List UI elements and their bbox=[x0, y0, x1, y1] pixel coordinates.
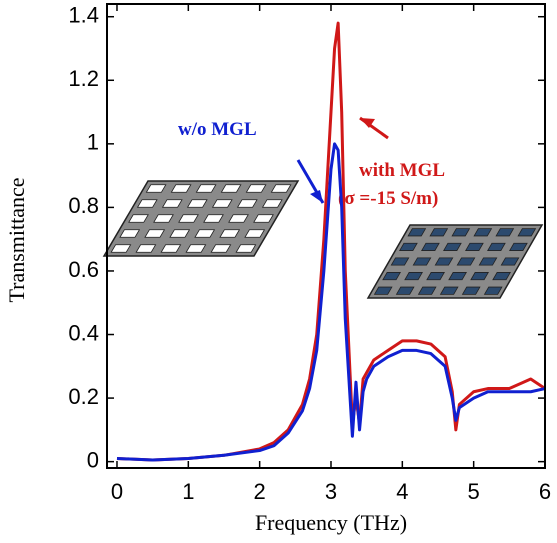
y-tick-label: 0.8 bbox=[68, 193, 99, 218]
metasurface-cell bbox=[390, 257, 410, 266]
metasurface-cell bbox=[210, 244, 232, 253]
metasurface-cell bbox=[404, 272, 423, 281]
y-axis-label: Transmittance bbox=[4, 177, 29, 302]
metasurface-cell bbox=[407, 228, 427, 237]
metasurface-cell bbox=[119, 229, 141, 238]
metasurface-cell bbox=[417, 286, 437, 295]
metasurface-cell bbox=[220, 184, 242, 193]
metasurface-cell bbox=[439, 286, 459, 295]
x-tick-label: 0 bbox=[111, 479, 123, 504]
metasurface-cell bbox=[478, 257, 498, 266]
arrow-head bbox=[310, 190, 323, 203]
data-line bbox=[116, 142, 546, 462]
metasurface-cell bbox=[456, 257, 476, 266]
y-tick-label: 0.6 bbox=[68, 257, 99, 282]
y-tick-label: 0 bbox=[87, 447, 99, 472]
metasurface-cell bbox=[128, 214, 149, 223]
metasurface-cell bbox=[161, 199, 183, 208]
y-tick-label: 1.4 bbox=[68, 3, 99, 28]
metasurface-cell bbox=[236, 199, 258, 208]
series-label: w/o MGL bbox=[178, 119, 257, 140]
metasurface-cell bbox=[219, 229, 241, 238]
metasurface-cell bbox=[517, 228, 537, 237]
metasurface-cell bbox=[203, 214, 224, 223]
y-tick-label: 1 bbox=[87, 130, 99, 155]
metasurface-cell bbox=[470, 272, 489, 281]
metasurface-cell bbox=[244, 229, 266, 238]
metasurface-cell bbox=[448, 272, 467, 281]
metasurface-cell bbox=[461, 286, 481, 295]
metasurface-cell bbox=[186, 199, 208, 208]
metasurface-cell bbox=[185, 244, 207, 253]
metasurface-cell bbox=[451, 228, 471, 237]
metasurface-cell bbox=[495, 228, 515, 237]
metasurface-cell bbox=[169, 229, 191, 238]
metasurface-cell bbox=[492, 272, 511, 281]
metasurface-cell bbox=[487, 242, 506, 251]
plot-frame bbox=[106, 3, 546, 469]
metasurface-cell bbox=[235, 244, 257, 253]
metasurface-cell bbox=[211, 199, 233, 208]
x-tick-label: 5 bbox=[468, 479, 480, 504]
x-axis-label: Frequency (THz) bbox=[255, 510, 407, 535]
y-tick-label: 0.2 bbox=[68, 384, 99, 409]
metasurface-cell bbox=[434, 257, 454, 266]
metasurface-cell bbox=[136, 199, 158, 208]
metasurface-cell bbox=[509, 242, 528, 251]
metasurface-cell bbox=[261, 199, 283, 208]
annotation: (σ =-15 S/m) bbox=[338, 188, 438, 209]
y-tick-label: 1.2 bbox=[68, 66, 99, 91]
metasurface-cell bbox=[253, 214, 274, 223]
x-tick-label: 4 bbox=[396, 479, 408, 504]
decorations bbox=[102, 116, 544, 299]
metasurface-cell bbox=[483, 286, 503, 295]
metasurface-cell bbox=[270, 184, 292, 193]
metasurface-cell bbox=[399, 242, 418, 251]
metasurface-cell bbox=[373, 286, 393, 295]
x-tick-label: 6 bbox=[539, 479, 551, 504]
series-label: with MGL bbox=[359, 160, 445, 181]
metasurface-cell bbox=[429, 228, 449, 237]
metasurface-cell bbox=[195, 184, 217, 193]
metasurface-cell bbox=[473, 228, 493, 237]
metasurface-cell bbox=[153, 214, 174, 223]
metasurface-cell bbox=[110, 244, 132, 253]
metasurface-cell bbox=[144, 229, 166, 238]
metasurface-cell bbox=[160, 244, 182, 253]
metasurface-cell bbox=[500, 257, 520, 266]
metasurface-cell bbox=[426, 272, 445, 281]
metasurface-cell bbox=[421, 242, 440, 251]
x-tick-label: 2 bbox=[254, 479, 266, 504]
arrow-head bbox=[360, 118, 375, 128]
metasurface-cell bbox=[228, 214, 249, 223]
x-tick-label: 3 bbox=[325, 479, 337, 504]
metasurface-cell bbox=[194, 229, 216, 238]
y-tick-label: 0.4 bbox=[68, 320, 99, 345]
metasurface-cell bbox=[178, 214, 199, 223]
x-tick-label: 1 bbox=[182, 479, 194, 504]
metasurface-cell bbox=[382, 272, 401, 281]
metasurface-cell bbox=[245, 184, 267, 193]
metasurface-cell bbox=[170, 184, 192, 193]
metasurface-cell bbox=[443, 242, 462, 251]
metasurface-cell bbox=[412, 257, 432, 266]
metasurface-cell bbox=[135, 244, 157, 253]
metasurface-cell bbox=[465, 242, 484, 251]
metasurface-cell bbox=[145, 184, 167, 193]
metasurface-cell bbox=[395, 286, 415, 295]
